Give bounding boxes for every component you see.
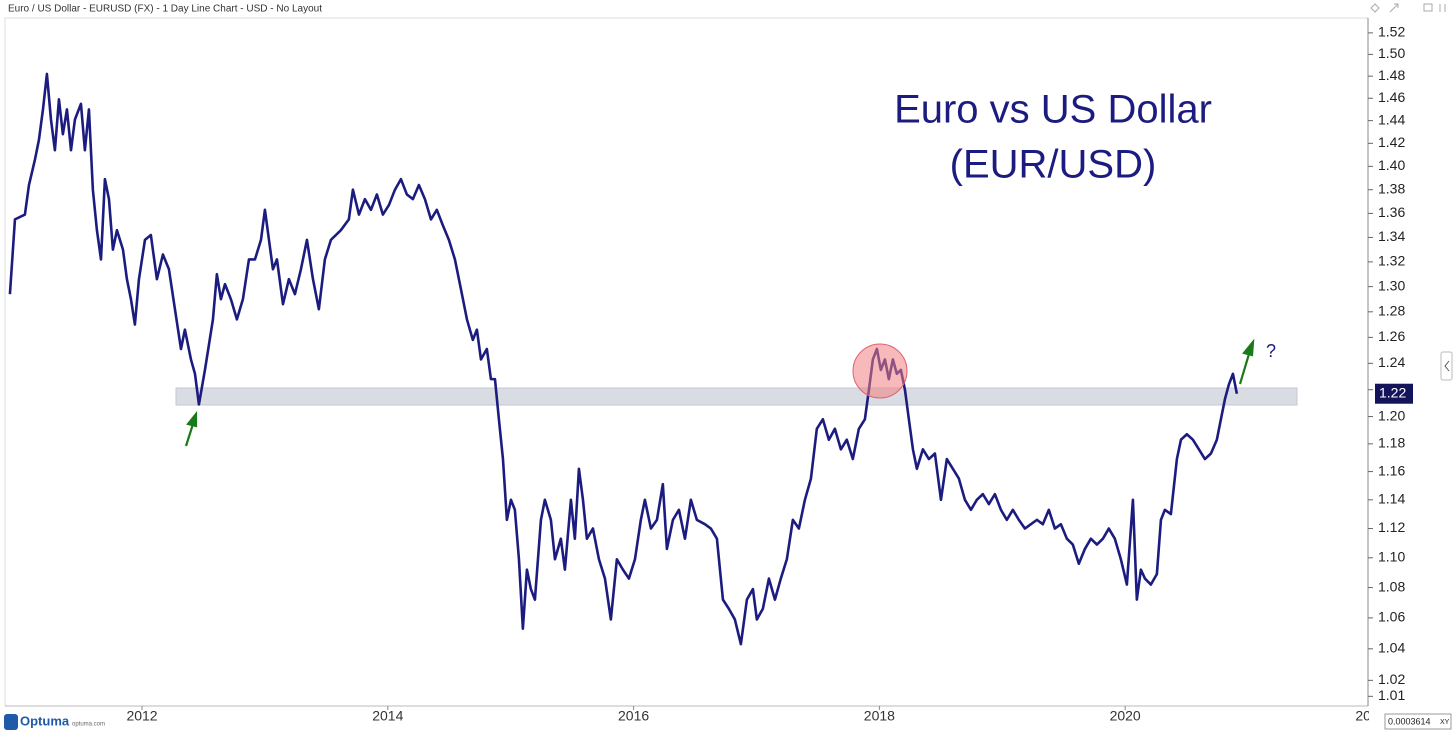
- brand-logo: [4, 714, 18, 730]
- annotation: ?: [1266, 341, 1276, 361]
- arrow: [184, 423, 195, 447]
- y-tick-label: 1.46: [1378, 89, 1405, 105]
- y-tick-label: 1.06: [1378, 609, 1405, 625]
- y-tick-label: 1.12: [1378, 519, 1405, 535]
- y-tick-label: 1.20: [1378, 407, 1405, 423]
- y-tick-label: 1.52: [1378, 24, 1405, 40]
- highlight-circle: [852, 343, 908, 399]
- x-tick-label: 2018: [864, 708, 895, 724]
- price-line: [8, 72, 1239, 646]
- y-tick-label: 1.16: [1378, 462, 1405, 478]
- x-tick-label: 2020: [1110, 708, 1141, 724]
- status-value: 0.0003614: [1388, 716, 1431, 726]
- chart-title: (EUR/USD): [950, 143, 1157, 187]
- arrows: [184, 338, 1255, 447]
- x-tick-label: 2016: [618, 708, 649, 724]
- y-tick-label: 1.48: [1378, 67, 1405, 83]
- y-tick-label: 1.02: [1378, 671, 1405, 687]
- arrow: [1238, 353, 1251, 385]
- x-tick-label: 2014: [372, 708, 403, 724]
- icon[interactable]: [1370, 3, 1380, 13]
- status-unit: XY: [1440, 719, 1450, 726]
- plot: [8, 72, 1239, 646]
- y-tick-label: 1.14: [1378, 491, 1405, 507]
- icon[interactable]: [1439, 4, 1446, 12]
- y-tick-label: 1.18: [1378, 435, 1405, 451]
- brand-url: optuma.com: [72, 722, 105, 728]
- y-tick-label: 1.28: [1378, 303, 1405, 319]
- y-tick-label: 1.38: [1378, 180, 1405, 196]
- y-axis-panel: [1369, 18, 1439, 734]
- collapse-icon: [1444, 360, 1450, 372]
- y-tick-label: 1.30: [1378, 277, 1405, 293]
- price-marker: [1375, 383, 1413, 404]
- y-tick-label: 1.10: [1378, 548, 1405, 564]
- chart-title: Euro vs US Dollar: [894, 88, 1212, 132]
- icon[interactable]: [1423, 3, 1433, 12]
- x-tick-label: 2012: [126, 708, 157, 724]
- y-tick-label: 1.01: [1378, 687, 1405, 703]
- y-tick-label: 1.42: [1378, 134, 1405, 150]
- arrow-head: [186, 410, 198, 428]
- y-tick-label: 1.32: [1378, 253, 1405, 269]
- collapse-button[interactable]: [1440, 351, 1453, 381]
- y-axis-labels: 1.011.02 1.04 1.06 1.08 1.10 1.12 1.14 1.16 1.18…: [1368, 24, 1413, 703]
- y-tick-label: 1.08: [1378, 578, 1405, 594]
- y-tick-label: 1.24: [1378, 354, 1405, 370]
- y-tick-label: 1.40: [1378, 157, 1405, 173]
- chart-header: Euro / US Dollar - EURUSD (FX) - 1 Day L…: [8, 4, 322, 15]
- support-zone: [175, 387, 1298, 406]
- y-tick-label: 1.36: [1378, 204, 1405, 220]
- x-axis-labels: 201220142016201820202022: [126, 706, 1376, 724]
- window-icons: [1370, 3, 1446, 13]
- y-tick-label: 1.34: [1378, 228, 1405, 244]
- y-tick-label: 1.26: [1378, 328, 1405, 344]
- status-box: [1384, 713, 1452, 730]
- y-tick-label: 1.44: [1378, 111, 1405, 127]
- y-tick-label: 1.50: [1378, 45, 1405, 61]
- brand: Optuma: [20, 713, 70, 728]
- y-tick-label: 1.04: [1378, 640, 1405, 656]
- price-marker-label: 1.22: [1379, 384, 1406, 400]
- arrow-head: [1242, 338, 1255, 357]
- icon[interactable]: [1389, 3, 1399, 13]
